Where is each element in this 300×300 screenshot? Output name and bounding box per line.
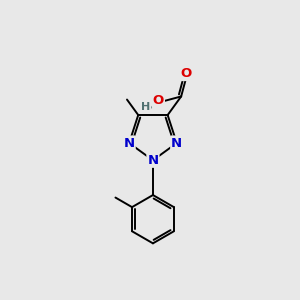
Text: N: N: [124, 136, 135, 149]
Text: O: O: [181, 67, 192, 80]
Text: N: N: [147, 154, 158, 167]
Text: H: H: [141, 102, 150, 112]
Text: N: N: [171, 136, 182, 149]
Text: O: O: [153, 94, 164, 107]
